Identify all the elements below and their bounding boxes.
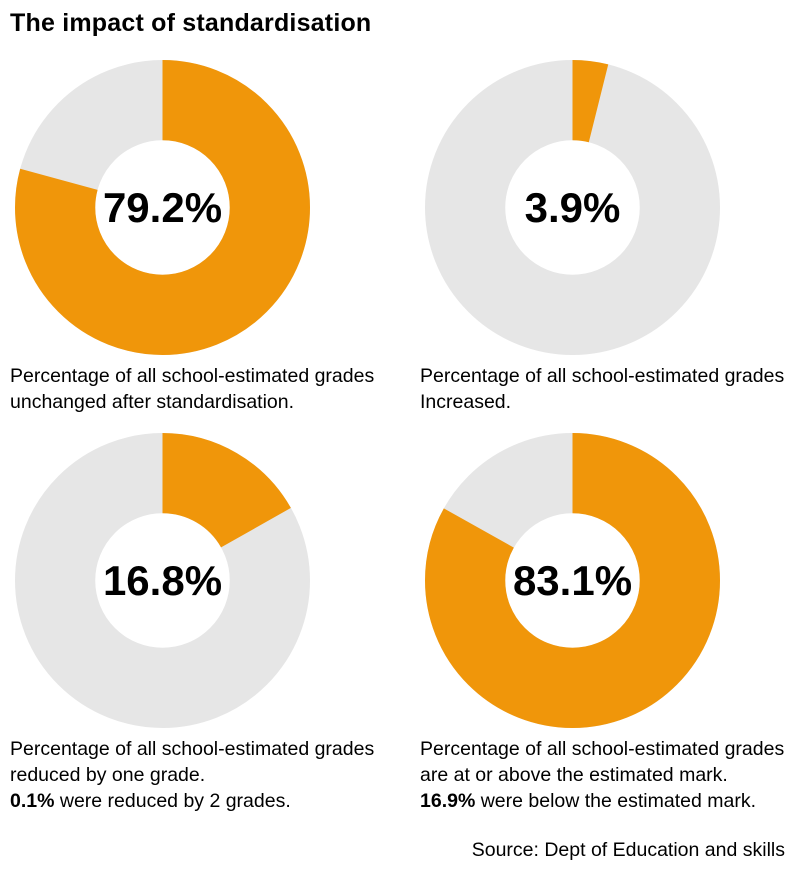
donut-value-arc [425, 60, 720, 355]
donut-chart-at-or-above: 83.1% [425, 433, 720, 728]
caption-text: Percentage of all school-estimated grade… [420, 365, 785, 413]
donut-center-value: 16.8% [102, 556, 223, 604]
source-credit: Source: Dept of Education and skills [471, 839, 785, 861]
donut-center-value: 83.1% [512, 556, 633, 604]
donut-value-arc [15, 433, 310, 728]
page-title: The impact of standardisation [10, 9, 372, 37]
donut-caption: Percentage of all school-estimated grade… [420, 363, 790, 415]
caption-note: 16.9% were below the estimated mark. [420, 790, 756, 812]
donut-svg [15, 433, 310, 728]
caption-note: 0.1% were reduced by 2 grades. [10, 790, 291, 812]
caption-text: Percentage of all school-estimated grade… [10, 365, 375, 413]
donut-cell-at-or-above: 83.1% Percentage of all school-estimated… [420, 433, 790, 814]
donut-chart-unchanged: 79.2% [15, 60, 310, 355]
donut-cell-unchanged: 79.2% Percentage of all school-estimated… [10, 60, 390, 415]
donut-chart-reduced: 16.8% [15, 433, 310, 728]
caption-text: Percentage of all school-estimated grade… [10, 738, 375, 786]
donut-caption: Percentage of all school-estimated grade… [10, 736, 390, 814]
donut-cell-increased: 3.9% Percentage of all school-estimated … [420, 60, 790, 415]
donut-svg [425, 433, 720, 728]
donut-cell-reduced: 16.8% Percentage of all school-estimated… [10, 433, 390, 814]
donut-svg [425, 60, 720, 355]
donut-center-value: 79.2% [102, 183, 223, 231]
donut-chart-increased: 3.9% [425, 60, 720, 355]
donut-caption: Percentage of all school-estimated grade… [10, 363, 390, 415]
donut-caption: Percentage of all school-estimated grade… [420, 736, 790, 814]
donut-svg [15, 60, 310, 355]
donut-grid: 79.2% Percentage of all school-estimated… [10, 60, 790, 814]
caption-text: Percentage of all school-estimated grade… [420, 738, 785, 786]
donut-value-arc [15, 60, 310, 355]
donut-center-value: 3.9% [524, 183, 621, 231]
donut-value-arc [425, 433, 720, 728]
